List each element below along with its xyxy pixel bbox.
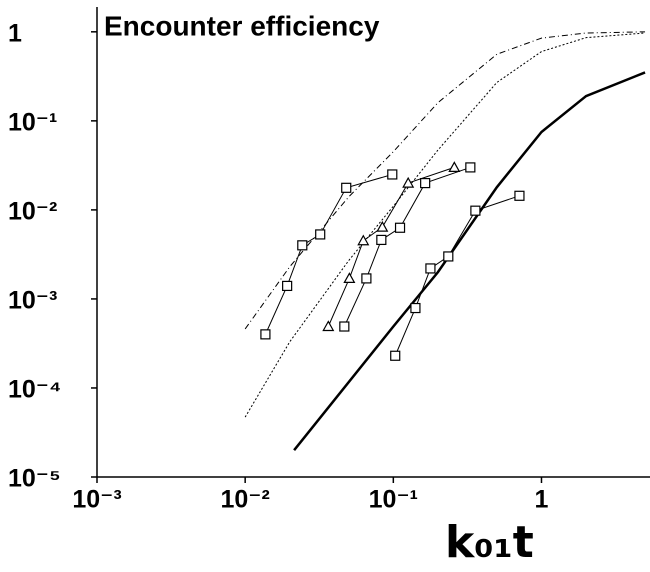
square-marker [361, 273, 372, 284]
series-line [394, 195, 520, 356]
series-line [264, 173, 393, 335]
square-marker [282, 280, 293, 292]
y-tick-label: 1 [8, 19, 22, 47]
series-line [293, 71, 646, 451]
y-tick-label: 10⁻¹ [8, 108, 57, 136]
square-marker [470, 205, 481, 216]
y-tick-label: 10⁻⁴ [8, 376, 61, 404]
square-marker [420, 177, 431, 189]
square-marker [465, 162, 476, 173]
triangle-marker [402, 176, 415, 188]
y-tick-label: 10⁻³ [8, 287, 57, 315]
square-marker [339, 321, 350, 332]
square-marker [394, 222, 406, 233]
square-marker [387, 169, 398, 180]
triangle-marker [357, 234, 370, 246]
y-tick-label: 10⁻² [8, 198, 57, 226]
square-marker [376, 234, 387, 246]
square-marker [443, 251, 454, 262]
chart-title: Encounter efficiency [104, 10, 380, 41]
series-line [244, 32, 646, 418]
triangle-marker [322, 320, 335, 332]
y-tick-label: 10⁻⁵ [8, 465, 61, 493]
square-marker [297, 240, 308, 251]
triangle-marker [448, 161, 461, 173]
series-line [343, 166, 471, 327]
x-tick-label: 1 [535, 486, 549, 514]
triangle-marker [376, 220, 389, 232]
square-marker [260, 329, 271, 340]
square-marker [410, 302, 421, 314]
square-marker [341, 182, 352, 193]
x-tick-label: 10⁻² [220, 486, 269, 514]
square-marker [390, 350, 401, 361]
x-axis-label: k₀₁t [445, 517, 534, 568]
triangle-marker [343, 272, 356, 284]
x-tick-label: 10⁻¹ [369, 486, 418, 514]
series-line [244, 31, 646, 330]
square-marker [425, 263, 436, 274]
square-marker [514, 190, 525, 201]
square-marker [315, 229, 326, 240]
x-tick-label: 10⁻³ [72, 486, 121, 514]
series-line [327, 166, 455, 327]
